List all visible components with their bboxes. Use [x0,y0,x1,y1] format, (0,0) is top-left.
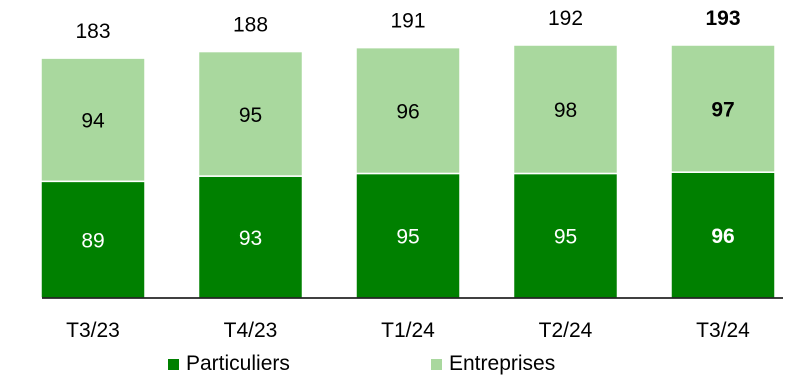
legend-swatch-entreprises [431,358,442,370]
legend-item-particuliers: Particuliers [168,352,290,376]
bar-particuliers-T1-24 [355,172,461,299]
data-label-particuliers-T2-24: 95 [554,226,577,249]
x-tick-T2-24: T2/24 [539,319,593,342]
x-tick-T4-23: T4/23 [224,319,278,342]
bar-particuliers-T3-23 [40,180,146,299]
x-tick-T3-23: T3/23 [66,319,120,342]
data-label-particuliers-T1-24: 95 [396,226,419,249]
legend-label-particuliers: Particuliers [186,352,290,375]
data-label-entreprises-T3-23: 94 [81,110,105,133]
legend: Particuliers Entreprises [0,352,801,382]
legend-swatch-particuliers [168,358,179,370]
total-label-T1-24: 191 [390,10,425,33]
total-label-T4-23: 188 [233,14,268,37]
data-label-entreprises-T1-24: 96 [396,101,419,124]
data-label-entreprises-T4-23: 95 [239,104,262,127]
data-label-entreprises-T3-24: 97 [711,99,734,122]
data-label-particuliers-T3-24: 96 [711,225,734,248]
data-label-entreprises-T2-24: 98 [554,99,577,122]
x-tick-labels: T3/23 T4/23 T1/24 T2/24 T3/24 [66,319,750,342]
data-label-particuliers-T3-23: 89 [81,230,104,253]
bars-layer [40,44,776,299]
legend-label-entreprises: Entreprises [449,352,556,375]
data-label-particuliers-T4-23: 93 [239,227,262,250]
bar-entreprises-T3-23 [40,57,146,183]
x-tick-T3-24: T3/24 [696,319,750,342]
total-label-T3-24: 193 [705,7,740,30]
total-label-T2-24: 192 [548,7,583,30]
bar-entreprises-T2-24 [512,44,619,175]
bar-entreprises-T3-24 [670,44,776,173]
total-label-T3-23: 183 [75,20,110,43]
bar-entreprises-T4-23 [197,50,304,177]
labels-layer: 89 94 183 93 95 188 95 96 191 95 98 192 96 97 193 [75,7,740,253]
bar-entreprises-T1-24 [355,46,461,175]
legend-item-entreprises: Entreprises [431,352,555,376]
x-tick-T1-24: T1/24 [381,319,435,342]
